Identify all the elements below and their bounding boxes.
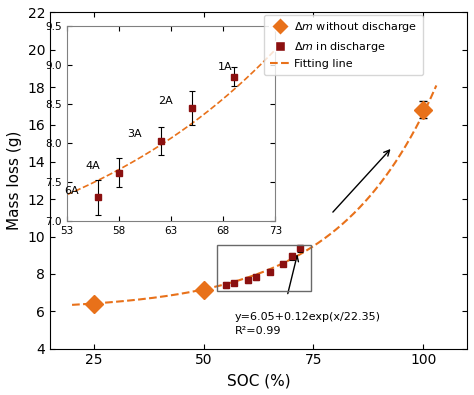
Text: R²=0.99: R²=0.99 — [235, 326, 281, 336]
Legend: $\Delta$$m$ without discharge, $\Delta$$m$ in discharge, Fitting line: $\Delta$$m$ without discharge, $\Delta$$… — [264, 15, 423, 75]
X-axis label: SOC (%): SOC (%) — [227, 373, 291, 388]
Text: y=6.05+0.12exp(x/22.35): y=6.05+0.12exp(x/22.35) — [235, 312, 381, 322]
Bar — [217, 245, 311, 291]
Y-axis label: Mass loss (g): Mass loss (g) — [7, 131, 22, 230]
